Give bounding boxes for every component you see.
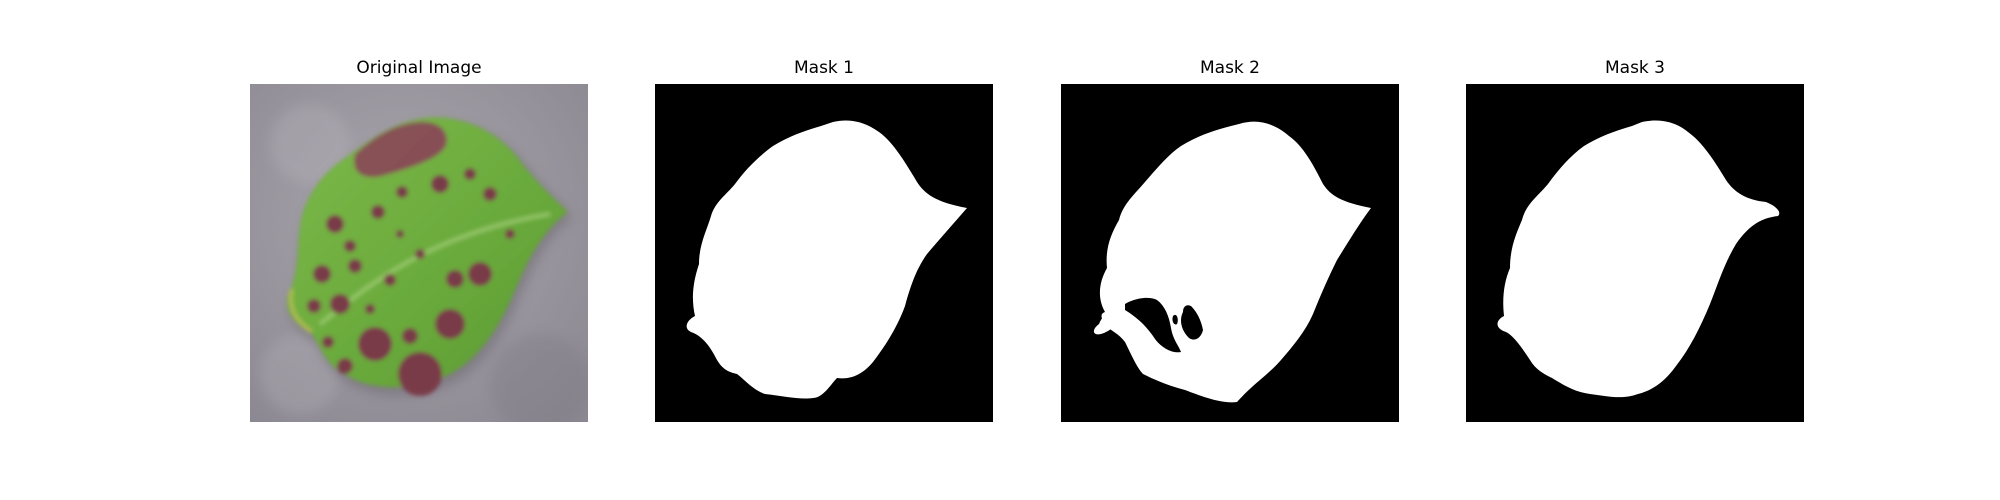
mask-1-leaf-region — [686, 120, 967, 399]
mask-2-title: Mask 2 — [1199, 58, 1260, 78]
mask-1-title: Mask 1 — [793, 58, 854, 78]
mask-1-panel: Mask 1 — [655, 0, 993, 500]
mask-2-image — [1061, 84, 1399, 422]
mask-3-title: Mask 3 — [1604, 58, 1665, 78]
mask-2-panel: Mask 2 — [1061, 0, 1399, 500]
mask-3-panel: Mask 3 — [1466, 0, 1804, 500]
mask-3-leaf-region — [1497, 120, 1780, 398]
original-image-title: Original Image — [356, 58, 482, 78]
mask-1-image — [655, 84, 993, 422]
mask-3-image — [1466, 84, 1804, 422]
original-image-panel: Original Image — [250, 0, 588, 500]
original-leaf-photo — [250, 84, 588, 422]
